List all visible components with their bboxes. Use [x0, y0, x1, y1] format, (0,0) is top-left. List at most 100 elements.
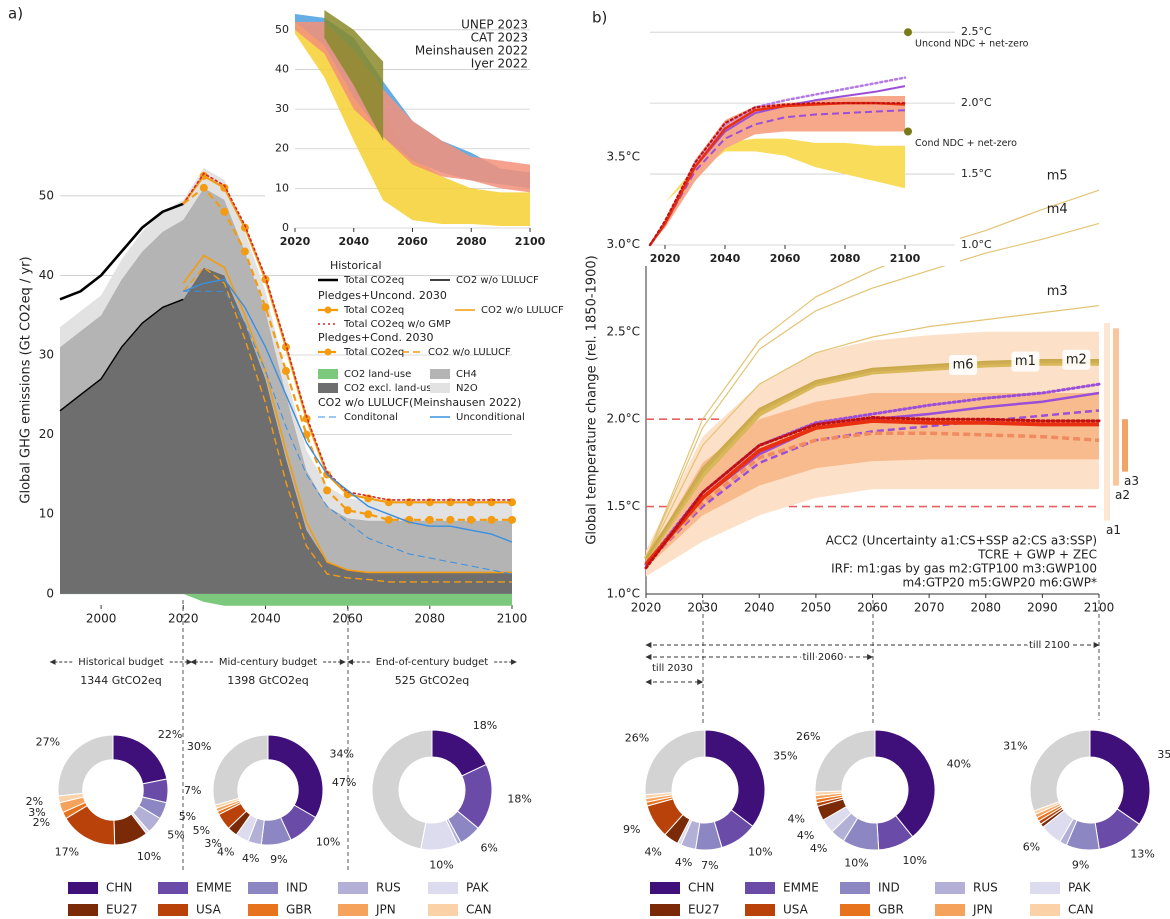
uncertainty-range	[1104, 323, 1110, 521]
marker	[364, 510, 373, 519]
value-label: 18%	[473, 719, 497, 732]
legend-label: Iyer 2022	[471, 57, 528, 71]
value-label: 5%	[193, 824, 210, 837]
x-tick-label: 2050	[801, 601, 832, 615]
x-tick-label: 2100	[515, 235, 546, 248]
line	[645, 189, 1100, 560]
x-tick-label: 2090	[1027, 601, 1058, 615]
y-axis-label: Global temperature change (rel. 1850-190…	[585, 255, 600, 544]
y-tick-label: 2.0°C	[961, 96, 992, 109]
legend-swatch	[338, 882, 368, 894]
value-label: 6%	[1023, 840, 1040, 853]
legend-label: GBR	[878, 903, 904, 917]
x-tick-label: 2040	[338, 235, 369, 248]
value-label: 34%	[329, 748, 353, 761]
donut-slice	[57, 734, 114, 797]
line	[644, 431, 1100, 566]
y-tick-label: 0	[282, 221, 289, 234]
legend-swatch	[430, 369, 450, 379]
label-box	[1011, 351, 1040, 372]
range-label: a1	[1106, 523, 1121, 537]
band	[646, 392, 1099, 568]
legend-label: IRF: m1:gas by gas m2:GTP100 m3:GWP100	[831, 562, 1097, 576]
x-tick-label: 2030	[687, 601, 718, 615]
line	[59, 202, 184, 301]
label-box	[949, 355, 978, 376]
legend-swatch	[248, 904, 278, 916]
x-tick-label: 2060	[332, 612, 363, 626]
legend-label: PAK	[466, 881, 490, 895]
marker	[384, 515, 393, 524]
donut-title: Historical budget	[78, 657, 164, 668]
legend-swatch	[745, 882, 775, 894]
series-label: m2	[1066, 352, 1087, 367]
line	[649, 102, 906, 246]
legend-swatch	[650, 882, 680, 894]
uncertainty-range	[1113, 328, 1119, 486]
annotation: till 2100	[1029, 640, 1070, 651]
legend-label: CHN	[106, 881, 132, 895]
uncertainty-range	[1122, 419, 1128, 472]
legend-swatch	[1030, 904, 1060, 916]
y-tick-label: 1.5°C	[961, 167, 992, 180]
range-label: a2	[1115, 488, 1130, 502]
legend-label: EU27	[106, 903, 138, 917]
legend-title: CO2 w/o LULUCF(Meinshausen 2022)	[318, 396, 521, 409]
x-tick-label: 2000	[86, 612, 117, 626]
legend-label: Total CO2eq	[343, 305, 404, 316]
label-box	[1062, 349, 1091, 370]
marker	[343, 490, 352, 499]
legend-label: EMME	[783, 881, 819, 895]
line	[182, 254, 512, 574]
value-label: 10%	[748, 846, 772, 859]
value-label: 10%	[137, 850, 161, 863]
legend-swatch	[338, 904, 368, 916]
y-tick-label: 2.5°C	[961, 25, 992, 38]
legend-title: Pledges+Uncond. 2030	[318, 289, 447, 302]
donut-title: Mid-century budget	[219, 657, 317, 668]
legend-marker	[324, 348, 332, 356]
legend-label: JPN	[972, 903, 993, 917]
legend-label: CAT 2023	[471, 31, 528, 45]
value-label: 40%	[947, 758, 971, 771]
series-label: m5	[1047, 169, 1068, 184]
value-label: 26%	[625, 731, 649, 744]
value-label: 10%	[316, 835, 340, 848]
donut-subtitle: 1398 GtCO2eq	[227, 674, 308, 687]
legend-swatch	[428, 882, 458, 894]
x-tick-label: 2100	[890, 252, 921, 265]
point	[904, 127, 912, 136]
y-tick-label: 2.0°C	[607, 412, 640, 426]
legend-label: RUS	[376, 881, 401, 895]
value-label: 7%	[184, 784, 201, 797]
value-label: 35%	[1157, 748, 1170, 761]
legend-swatch	[248, 882, 278, 894]
x-tick-label: 2060	[857, 601, 888, 615]
legend-label: Conditonal	[344, 412, 398, 423]
donut-slice	[1089, 729, 1151, 825]
legend-label: ACC2 (Uncertainty a1:CS+SSP a2:CS a3:SSP…	[826, 534, 1097, 548]
legend-label: RUS	[973, 881, 998, 895]
line	[182, 172, 513, 501]
value-label: 4%	[644, 846, 661, 859]
value-label: 4%	[675, 856, 692, 869]
value-label: 9%	[270, 853, 287, 866]
legend-label: UNEP 2023	[461, 18, 528, 32]
donut-title: End-of-century budget	[376, 657, 488, 668]
legend-swatch	[158, 904, 188, 916]
legend-label: CO2 w/o LULUCF	[481, 305, 564, 316]
line	[59, 298, 184, 412]
legend-label: TCRE + GWP + ZEC	[977, 548, 1097, 562]
y-tick-label: 1.5°C	[607, 499, 640, 513]
marker	[220, 207, 229, 216]
annotation: till 2030	[652, 663, 693, 674]
value-label: 22%	[158, 728, 182, 741]
y-tick-label: 40	[275, 62, 289, 75]
donut-slice	[267, 734, 324, 819]
value-label: 18%	[507, 793, 531, 806]
legend-swatch	[318, 383, 338, 393]
legend-swatch	[840, 904, 870, 916]
x-tick-label: 2100	[497, 612, 528, 626]
x-tick-label: 2020	[280, 235, 311, 248]
